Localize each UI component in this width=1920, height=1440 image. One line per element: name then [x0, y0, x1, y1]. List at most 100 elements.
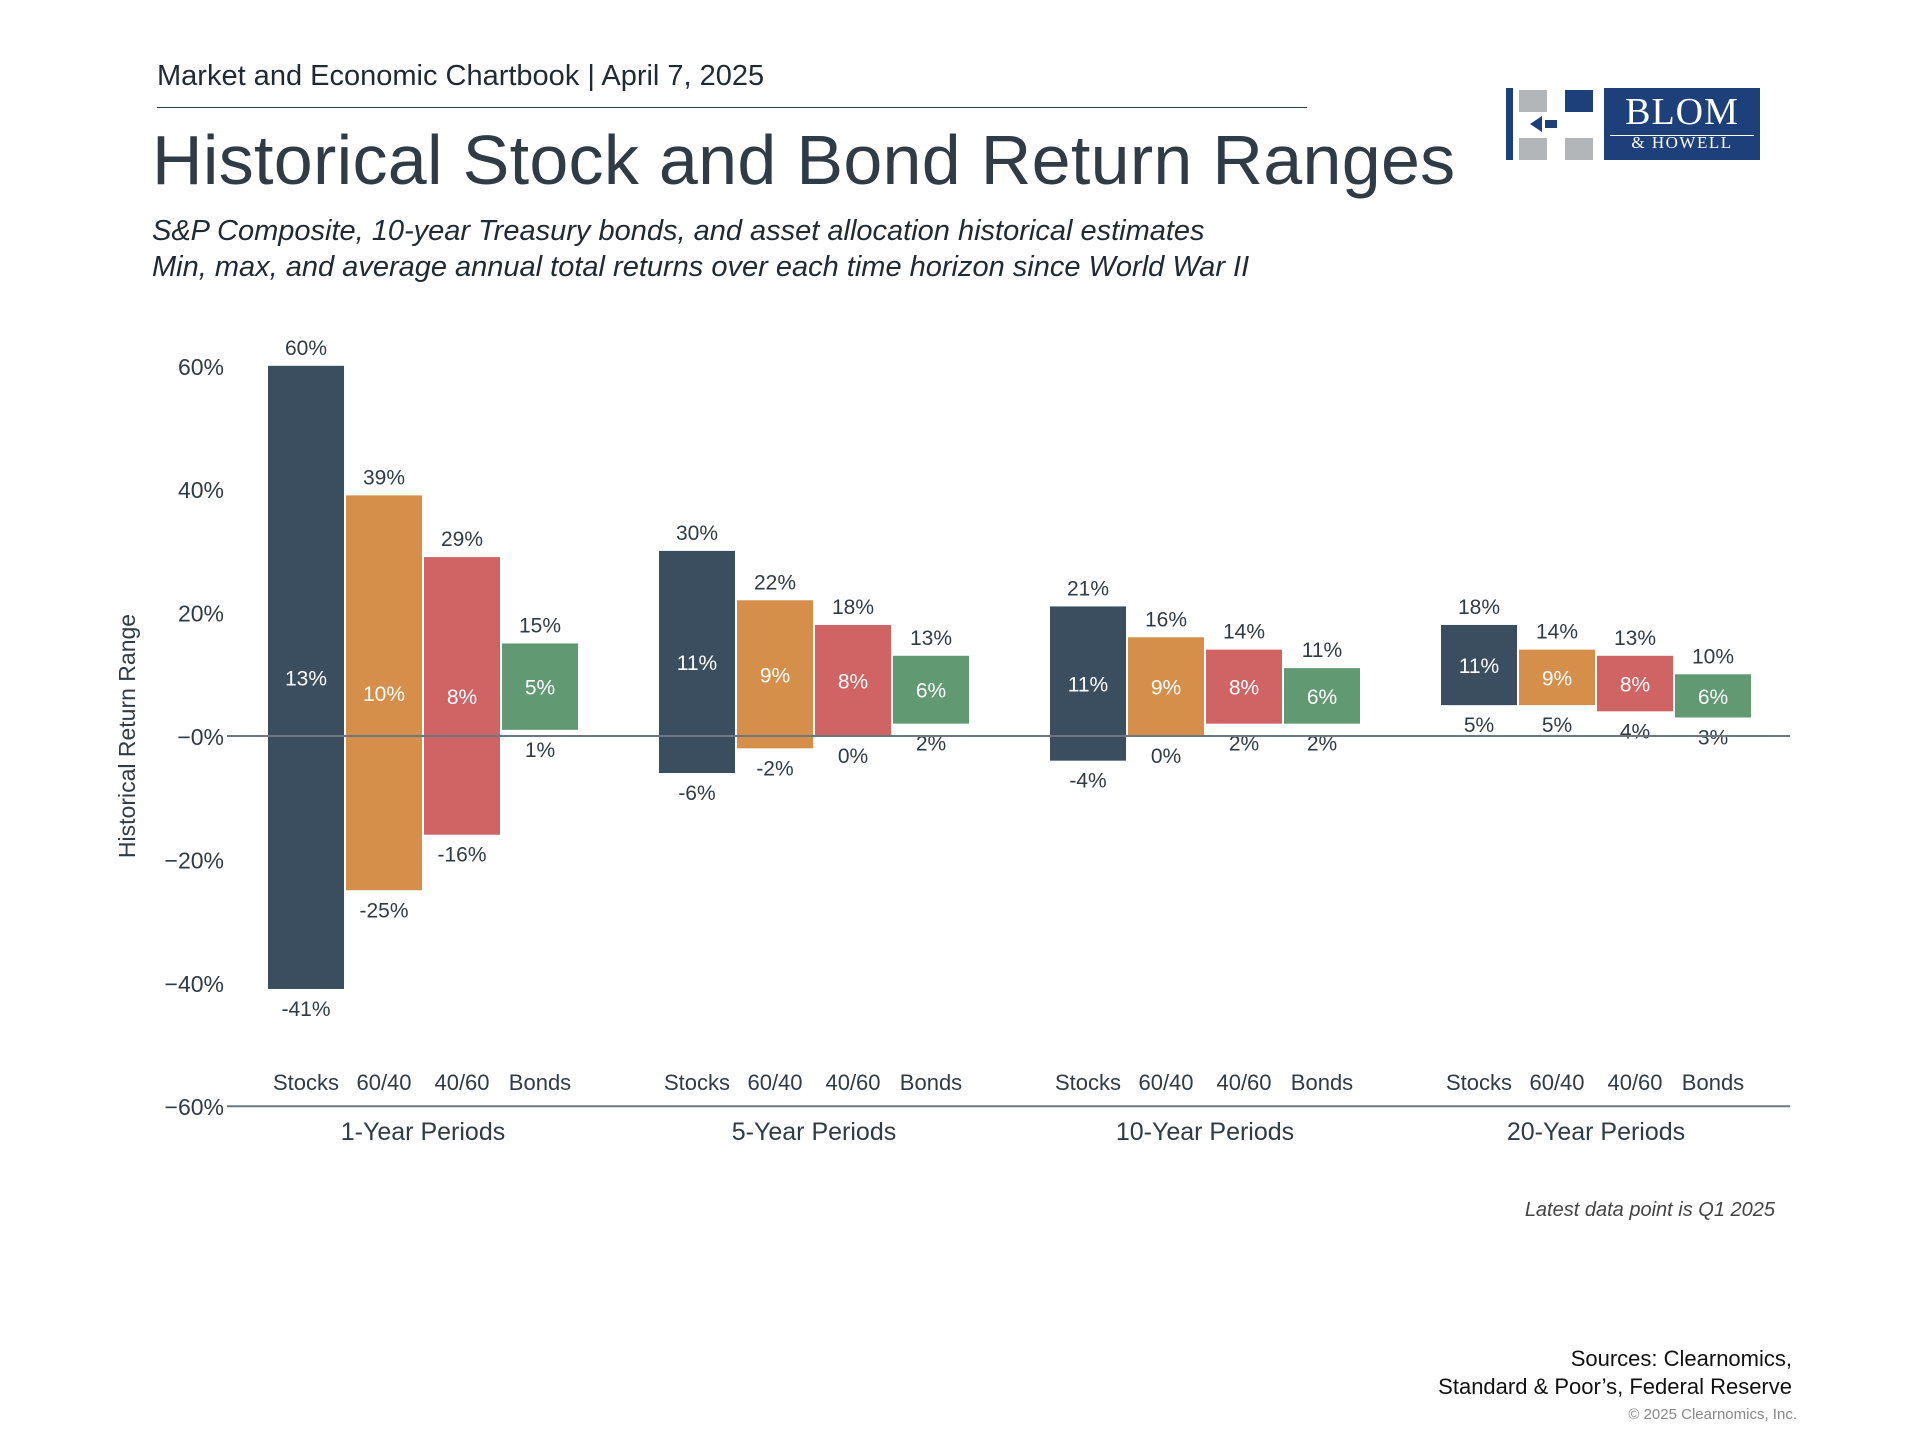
min-label: 1%: [525, 739, 555, 762]
avg-label: 8%: [1229, 677, 1259, 700]
max-label: 14%: [1536, 621, 1578, 644]
category-label: 60/40: [747, 1070, 802, 1095]
avg-label: 11%: [1068, 674, 1108, 697]
sources-line-1: Sources: Clearnomics,: [1570, 1346, 1792, 1371]
max-label: 29%: [441, 528, 483, 551]
max-label: 22%: [754, 571, 796, 594]
range-bar: [893, 655, 969, 724]
avg-label: 6%: [1307, 686, 1337, 709]
header-rule: [157, 107, 1307, 108]
min-label: 0%: [838, 745, 868, 768]
range-bar: [1206, 649, 1282, 724]
category-label: Stocks: [1055, 1070, 1121, 1095]
avg-label: 5%: [525, 677, 555, 700]
category-label: 40/60: [1216, 1070, 1271, 1095]
range-bar: [1050, 606, 1126, 761]
y-tick-label: 20%: [178, 601, 224, 627]
min-label: -6%: [678, 782, 715, 805]
avg-label: 8%: [838, 670, 868, 693]
copyright: © 2025 Clearnomics, Inc.: [1628, 1406, 1797, 1423]
max-label: 11%: [1302, 639, 1342, 662]
category-label: Bonds: [1682, 1070, 1744, 1095]
min-label: 4%: [1620, 720, 1650, 743]
max-label: 16%: [1145, 608, 1187, 631]
min-label: -2%: [756, 757, 793, 780]
avg-label: 8%: [1620, 674, 1650, 697]
sources-line-2: Standard & Poor’s, Federal Reserve: [1438, 1374, 1792, 1399]
range-bar: [424, 557, 500, 835]
category-label: Stocks: [1446, 1070, 1512, 1095]
y-tick-label: −40%: [165, 971, 224, 997]
max-label: 10%: [1692, 645, 1734, 668]
logo-word-howell: & HOWELL: [1631, 133, 1733, 152]
sources-note: Sources: Clearnomics, Standard & Poor’s,…: [1438, 1345, 1792, 1401]
category-label: 40/60: [825, 1070, 880, 1095]
subtitle-2: Min, max, and average annual total retur…: [152, 251, 1250, 283]
range-bar: [502, 643, 578, 730]
avg-label: 6%: [916, 680, 946, 703]
avg-label: 9%: [1151, 677, 1181, 700]
range-bar: [1597, 655, 1673, 712]
logo-wordmark: BLOM & HOWELL: [1604, 88, 1760, 160]
category-label: Bonds: [900, 1070, 962, 1095]
range-bar: [346, 495, 422, 891]
range-bar: [1284, 668, 1360, 724]
max-label: 18%: [1458, 596, 1500, 619]
avg-label: 9%: [760, 664, 790, 687]
group-label: 1-Year Periods: [341, 1118, 505, 1146]
avg-label: 6%: [1698, 686, 1728, 709]
latest-data-note: Latest data point is Q1 2025: [1524, 1199, 1775, 1221]
min-label: -41%: [281, 998, 330, 1021]
category-label: Stocks: [664, 1070, 730, 1095]
subtitle-1: S&P Composite, 10-year Treasury bonds, a…: [152, 215, 1205, 247]
min-label: 2%: [916, 733, 946, 756]
category-label: 60/40: [356, 1070, 411, 1095]
min-label: 2%: [1307, 733, 1337, 756]
max-label: 18%: [832, 596, 874, 619]
range-bar: [1128, 637, 1204, 736]
category-label: 60/40: [1529, 1070, 1584, 1095]
y-tick-label: −60%: [165, 1094, 224, 1120]
max-label: 30%: [676, 522, 718, 545]
avg-label: 11%: [677, 652, 717, 675]
max-label: 60%: [285, 337, 327, 360]
avg-label: 9%: [1542, 667, 1572, 690]
group-label: 10-Year Periods: [1116, 1118, 1294, 1146]
category-label: 40/60: [434, 1070, 489, 1095]
range-bar: [268, 365, 344, 989]
min-label: -16%: [437, 844, 486, 867]
min-label: 5%: [1542, 714, 1572, 737]
logo-word-blom: BLOM: [1625, 91, 1739, 133]
y-tick-label: 60%: [178, 354, 224, 380]
min-label: 0%: [1151, 745, 1181, 768]
min-label: -25%: [359, 899, 408, 922]
range-bar: [1519, 649, 1595, 706]
company-logo: BLOM & HOWELL: [1506, 88, 1760, 162]
max-label: 14%: [1223, 621, 1265, 644]
max-label: 13%: [1614, 627, 1656, 650]
min-label: 2%: [1229, 733, 1259, 756]
min-label: -4%: [1069, 770, 1106, 793]
y-tick-label: −0%: [177, 724, 224, 750]
category-label: 60/40: [1138, 1070, 1193, 1095]
group-label: 20-Year Periods: [1507, 1118, 1685, 1146]
group-label: 5-Year Periods: [732, 1118, 896, 1146]
avg-label: 8%: [447, 686, 477, 709]
y-tick-label: 40%: [178, 477, 224, 503]
min-label: 3%: [1698, 726, 1728, 749]
max-label: 39%: [363, 466, 405, 489]
category-label: 40/60: [1607, 1070, 1662, 1095]
avg-label: 10%: [363, 683, 405, 706]
y-axis-label: Historical Return Range: [114, 614, 140, 858]
max-label: 15%: [519, 614, 561, 637]
page-title: Historical Stock and Bond Return Ranges: [152, 121, 1456, 199]
range-bar: [737, 600, 813, 749]
category-label: Bonds: [1291, 1070, 1353, 1095]
logo-mark-icon: [1506, 88, 1593, 160]
min-label: 5%: [1464, 714, 1494, 737]
category-label: Stocks: [273, 1070, 339, 1095]
max-label: 13%: [910, 627, 952, 650]
header-chartbook: Market and Economic Chartbook | April 7,…: [157, 60, 765, 92]
range-bar: [1441, 624, 1517, 706]
